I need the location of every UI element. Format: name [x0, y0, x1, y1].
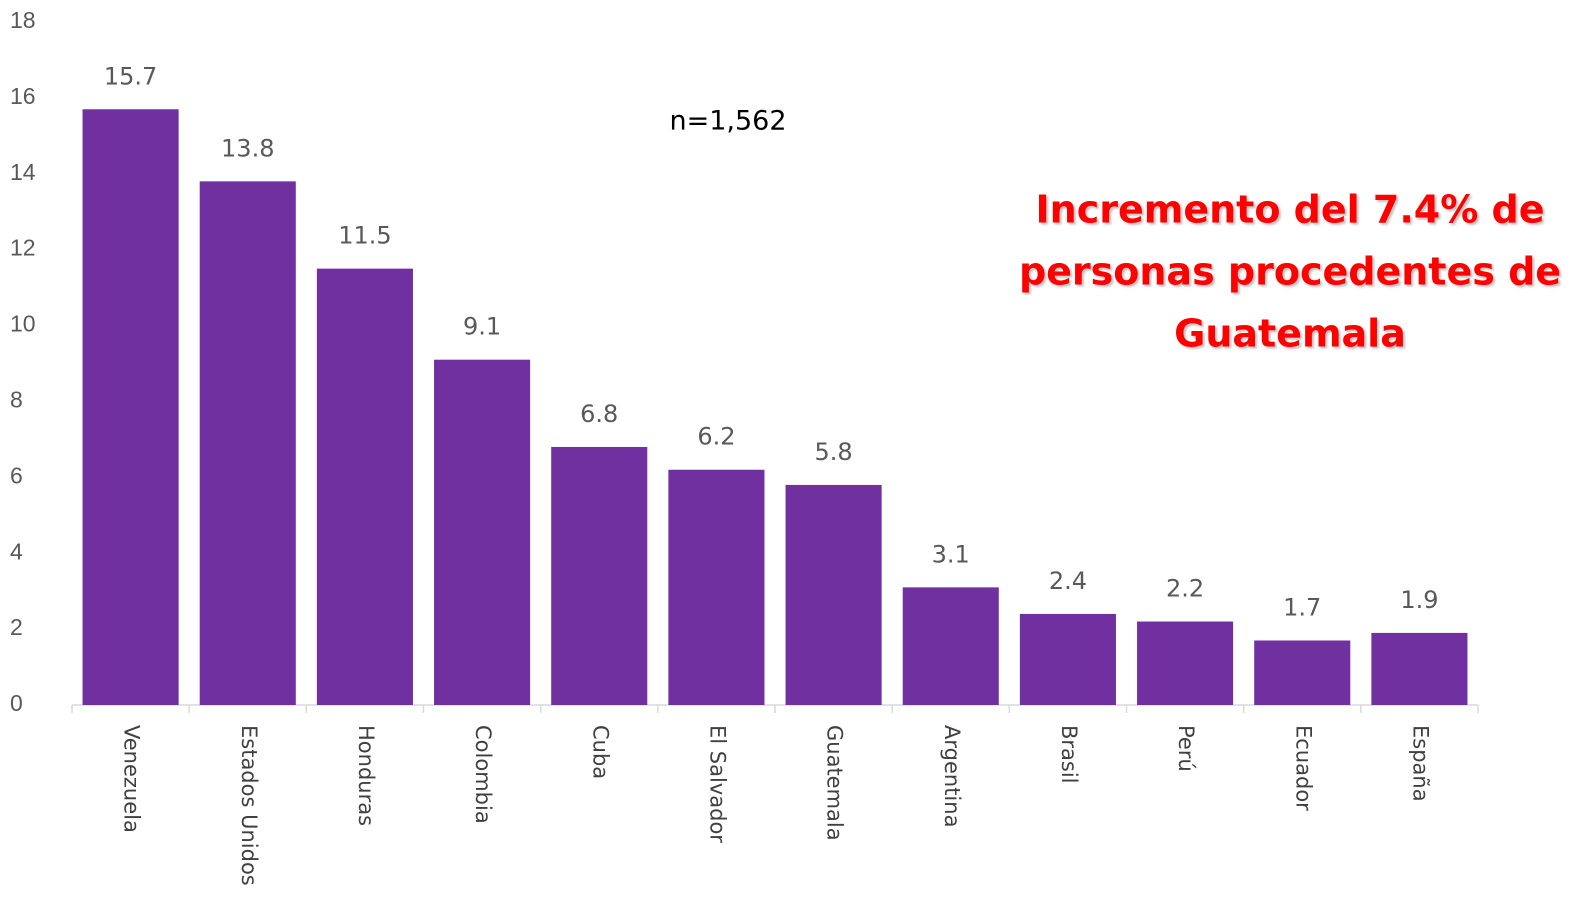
- highlight-annotation: Guatemala: [1174, 312, 1406, 356]
- bar: [1371, 632, 1468, 705]
- bar: [199, 181, 296, 705]
- data-label: 13.8: [221, 134, 274, 162]
- x-tick-label: España: [1408, 725, 1432, 802]
- data-label: 9.1: [463, 313, 501, 341]
- data-label: 2.4: [1049, 567, 1087, 595]
- bar: [1137, 621, 1234, 705]
- bar: [1019, 613, 1116, 705]
- data-label: 2.2: [1166, 575, 1204, 603]
- y-tick-label: 8: [10, 387, 23, 413]
- y-tick-label: 0: [10, 690, 23, 716]
- bar: [316, 268, 413, 705]
- bar: [434, 359, 531, 705]
- data-label: 15.7: [104, 62, 157, 90]
- x-tick-label: Estados Unidos: [237, 725, 261, 886]
- data-label: 6.8: [580, 400, 618, 428]
- bar: [1254, 640, 1351, 705]
- x-tick-label: Colombia: [471, 725, 495, 824]
- y-tick-label: 16: [10, 83, 36, 109]
- y-tick-label: 10: [10, 311, 36, 337]
- x-tick-label: Guatemala: [823, 725, 847, 841]
- highlight-annotation: personas procedentes de: [1019, 250, 1561, 294]
- data-label: 11.5: [338, 222, 391, 250]
- highlight-annotation: Incremento del 7.4% de: [1036, 188, 1545, 232]
- data-label: 1.7: [1283, 593, 1321, 621]
- x-tick-label: Cuba: [588, 725, 612, 779]
- x-tick-label: Ecuador: [1291, 725, 1315, 811]
- y-tick-label: 6: [10, 462, 23, 488]
- x-tick-label: Argentina: [940, 725, 964, 827]
- y-tick-label: 4: [10, 538, 23, 564]
- x-tick-label: Honduras: [354, 725, 378, 826]
- data-label: 1.9: [1400, 586, 1438, 614]
- x-tick-label: Venezuela: [120, 725, 144, 833]
- bar: [82, 109, 179, 706]
- data-label: 5.8: [814, 438, 852, 466]
- y-tick-label: 14: [10, 159, 36, 185]
- bar: [902, 587, 999, 705]
- y-tick-label: 18: [10, 7, 36, 33]
- data-label: 3.1: [932, 540, 970, 568]
- x-tick-label: El Salvador: [705, 725, 729, 843]
- data-label: 6.2: [697, 423, 735, 451]
- x-tick-label: Perú: [1174, 725, 1198, 772]
- bar: [668, 469, 765, 705]
- y-tick-label: 12: [10, 235, 36, 261]
- y-tick-label: 2: [10, 614, 23, 640]
- bar: [785, 484, 882, 705]
- x-tick-label: Brasil: [1057, 725, 1081, 784]
- sample-size-note: n=1,562: [669, 106, 786, 137]
- bar: [551, 446, 648, 705]
